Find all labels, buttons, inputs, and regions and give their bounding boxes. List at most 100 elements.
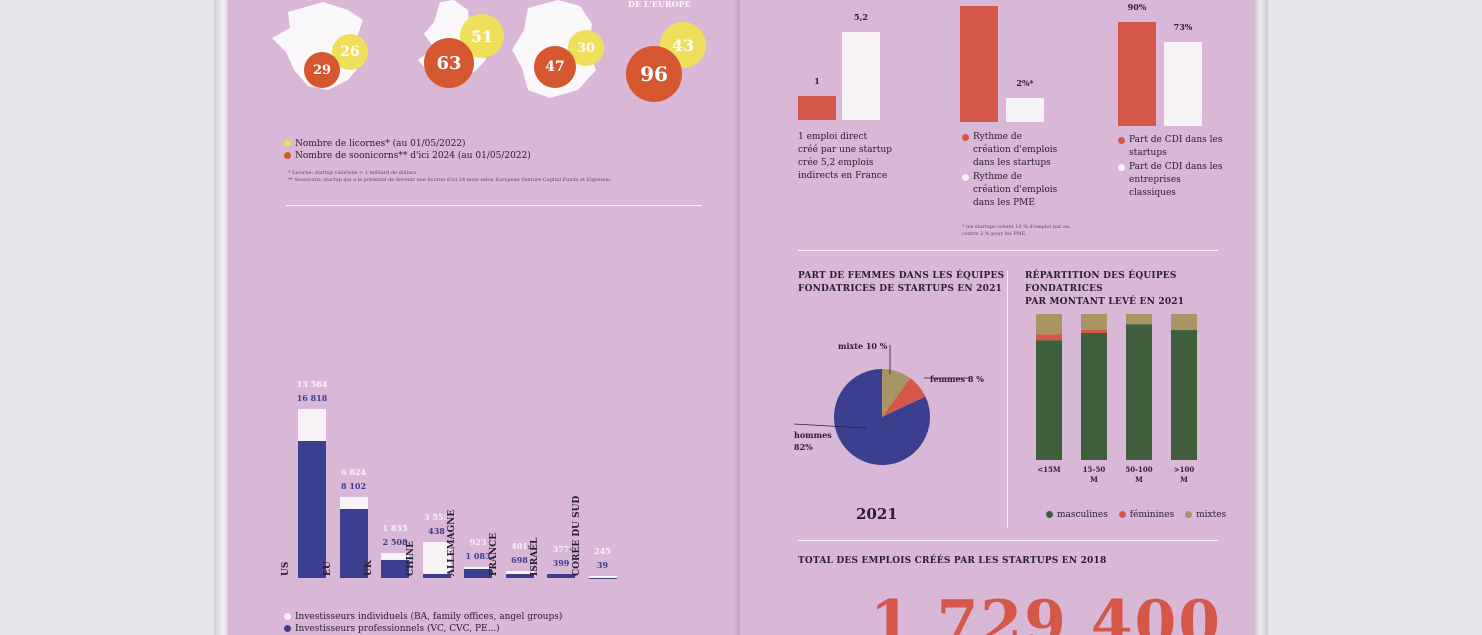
bar-label-individual: 245 [594, 545, 611, 556]
pie-label-mixte: mixte 10 % [838, 341, 888, 351]
stack-category-label: M [1180, 475, 1188, 484]
uk-soonicorns-bubble: 63 [424, 38, 474, 88]
rhythm-footnote-2: contre 2 % pour les PME. [962, 231, 1027, 237]
bar-individual [339, 496, 368, 510]
total-jobs-title: TOTAL DES EMPLOIS CRÉÉS PAR LES STARTUPS… [798, 556, 1107, 566]
book-edge-left [214, 0, 230, 635]
right-page: 1 5,2 2%* 90% 73% 1 emploi direct créé par u… [742, 0, 1254, 635]
bar-individual [381, 552, 409, 560]
pie-label-hommes: hommes 82% [794, 430, 832, 452]
bar-category-label: FRANCE [488, 532, 499, 576]
caption-line: indirects en France [798, 171, 888, 181]
footnote-2: ** Soonicorn: startup qui a le potentiel… [288, 177, 612, 183]
legend-startups: Rythme de création d'emplois dans les st… [962, 131, 1062, 170]
rhythm-footnote-1: * les startups créent 10 % d'emploi par … [962, 224, 1071, 230]
legend-cdi-classic: Part de CDI dans les entreprises classiq… [1118, 161, 1228, 200]
yellow-dot-icon [284, 140, 291, 147]
stack-segment-masculines [1036, 340, 1062, 460]
stack-category-label: >100 [1174, 465, 1195, 474]
bar-category-label: CORÉE DU SUD [571, 495, 582, 576]
bar-label-professional: 1 083 [465, 551, 491, 562]
bar-category-label: US [281, 561, 291, 576]
caption-line: crée 5,2 emplois [798, 158, 874, 168]
stack-segment-mixtes [1171, 314, 1197, 331]
germany-soonicorns-bubble: 47 [534, 46, 576, 88]
bar-label-professional: 8 102 [340, 480, 367, 491]
bar-label-individual: 1 835 [382, 522, 408, 533]
bar-professional [547, 574, 575, 578]
women-chart-title: PART DE FEMMES DANS LES ÉQUIPES FONDATRI… [798, 271, 1005, 294]
women-pie-chart [793, 345, 970, 465]
bar-label-professional: 16 818 [296, 392, 328, 403]
pie-slice-femmes [882, 378, 926, 417]
pie-leader-line [793, 423, 867, 429]
employment-bar [1118, 22, 1156, 126]
legend-unicorns: Nombre de licornes* (au 01/05/2022) [284, 139, 466, 149]
pie-slice-hommes [834, 369, 930, 465]
bar-category-label: CHINE [405, 541, 416, 576]
stack-segment-masculines [1171, 330, 1197, 460]
green-dot-icon [1046, 511, 1053, 518]
bar-professional [505, 573, 534, 578]
stack-segment-mixtes [1036, 314, 1062, 335]
bar-label-individual: 13 584 [296, 378, 328, 389]
split-chart-title: RÉPARTITION DES ÉQUIPES FONDATRICES PAR … [1025, 271, 1185, 307]
bar-individual [588, 575, 617, 578]
white-dot-icon [284, 613, 291, 620]
bar-individual [505, 570, 534, 574]
red-dot-icon [1118, 511, 1126, 518]
white-dot-icon [962, 174, 969, 181]
employment-bar [1164, 42, 1202, 126]
bar-label-professional: 698 [511, 554, 528, 565]
legend-cdi-startups: Part de CDI dans les startups [1118, 134, 1228, 160]
bar-professional [422, 573, 451, 578]
bar-label-professional: 399 [552, 557, 570, 568]
divider-right-top [798, 250, 1218, 251]
total-jobs-value: 1 729 400 [870, 588, 1223, 635]
stack-segment-féminines [1036, 334, 1062, 341]
vertical-divider [1007, 270, 1008, 528]
stack-segment-mixtes [1126, 314, 1152, 325]
employment-bar-charts: 1 5,2 2%* 90% 73% [742, 0, 1254, 245]
employment-bar-label: 1 [814, 76, 820, 86]
employment-bar [842, 32, 880, 120]
divider-right-bottom [798, 540, 1218, 541]
bar-professional [464, 568, 492, 578]
employment-bar-label: 2%* [1016, 78, 1034, 88]
red-dot-icon [962, 134, 969, 141]
stack-segment-mixtes [1081, 314, 1107, 331]
investors-bar-chart: 13 584 16 818 US 6 824 8 102 EU 1 835 2 508 UK 3 … [228, 0, 740, 635]
bar-individual [298, 408, 326, 442]
stack-legend: masculines féminines mixtes [1046, 510, 1226, 520]
pie-year: 2021 [856, 505, 898, 523]
france-unicorns-bubble: 26 [332, 34, 368, 70]
bar-category-label: EU [322, 561, 333, 576]
investors-legend-individual: Investisseurs individuels (BA, family of… [284, 612, 562, 622]
caption-line: créé par une startup [798, 145, 893, 155]
bar-professional [381, 559, 409, 578]
left-page: DE L'EUROPE 26 29 51 63 30 47 43 96 Nomb… [228, 0, 740, 635]
white-dot-icon [1118, 164, 1125, 171]
employment-bar [1006, 98, 1044, 122]
khaki-dot-icon [1185, 511, 1193, 518]
footnote-1: * Licorne: startup valorisée > 1 milliar… [288, 170, 418, 176]
employment-bar-label: 5,2 [854, 12, 868, 22]
bar-category-label: ISRAËL [530, 537, 540, 576]
stack-category-label: M [1090, 475, 1098, 484]
legend-soonicorns: Nombre de soonicorns** d'ici 2024 (au 01… [284, 151, 531, 161]
bar-label-individual: 923 [469, 537, 487, 548]
open-book: DE L'EUROPE 26 29 51 63 30 47 43 96 Nomb… [214, 0, 1268, 635]
stack-category-label: 50-100 [1125, 465, 1152, 474]
bar-individual [422, 542, 451, 574]
stack-segment-masculines [1126, 324, 1152, 460]
employment-bar-label: 90% [1127, 2, 1147, 12]
bar-label-individual: 6 824 [340, 466, 367, 477]
employment-bar-label: 73% [1173, 22, 1193, 32]
book-edge-right [1254, 0, 1268, 635]
investors-legend-professional: Investisseurs professionnels (VC, CVC, P… [284, 624, 500, 634]
orange-dot-icon [284, 152, 291, 159]
bar-label-professional: 2 508 [382, 536, 408, 547]
bar-label-professional: 39 [596, 559, 609, 570]
pie-label-femmes: femmes 8 % [930, 374, 984, 384]
